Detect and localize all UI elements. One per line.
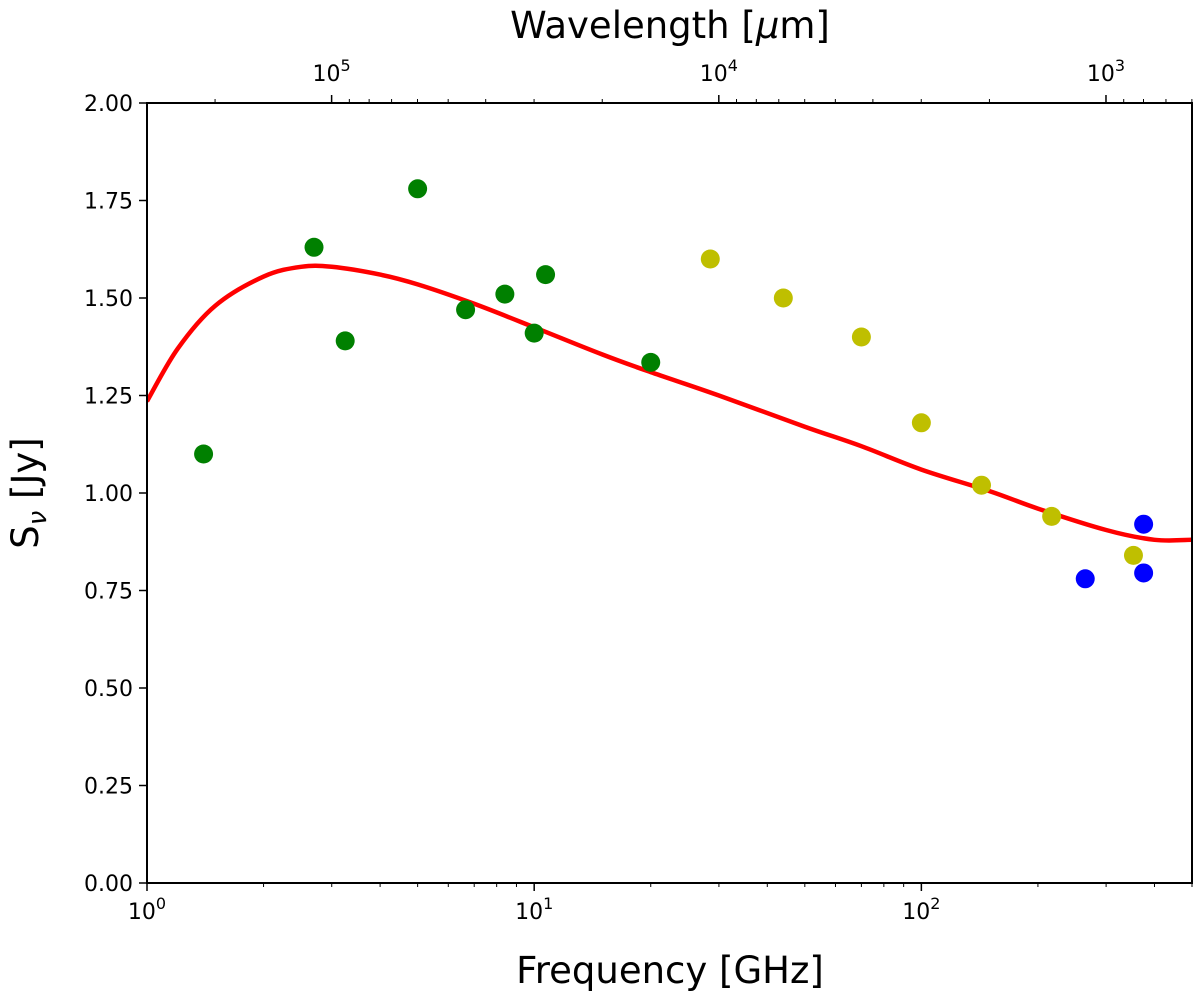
fit-curve	[147, 263, 1192, 543]
x-axis-title: Frequency [GHz]	[516, 949, 824, 992]
y-tick-label: 1.25	[84, 385, 133, 410]
data-point	[911, 413, 931, 433]
plot-content	[147, 179, 1192, 589]
series-1	[700, 249, 1143, 565]
y-tick-label: 1.50	[84, 287, 133, 312]
data-point	[641, 352, 661, 372]
data-point	[700, 249, 720, 269]
y-axis-ticks: 0.00 0.25 0.50 0.75 1.00 1.25 1.50 1.75 2.00	[84, 92, 147, 897]
data-point	[1134, 514, 1154, 534]
y-axis-title: Sν [Jy]	[4, 437, 53, 548]
y-tick-label: 0.25	[84, 775, 133, 800]
y-tick-label: 0.00	[84, 872, 133, 897]
data-point	[536, 265, 556, 285]
series-2	[1075, 514, 1154, 589]
plot-area	[147, 179, 1192, 589]
bottom-axis-ticks: 100 101 102	[128, 883, 1193, 925]
data-point	[773, 288, 793, 308]
data-point	[194, 444, 214, 464]
y-tick-label: 1.00	[84, 482, 133, 507]
data-point	[1123, 545, 1143, 565]
y-tick-label: 0.50	[84, 677, 133, 702]
data-point	[1042, 506, 1062, 526]
x-tick-label: 100	[128, 894, 166, 925]
top-axis-ticks: 105 104 103	[214, 56, 1193, 103]
data-point	[851, 327, 871, 347]
data-point	[408, 179, 428, 199]
top-tick-label: 103	[1087, 56, 1125, 87]
data-point	[495, 284, 515, 304]
top-tick-label: 105	[313, 56, 351, 87]
data-point	[335, 331, 355, 351]
data-point	[1134, 563, 1154, 583]
series-0	[194, 179, 661, 464]
x-tick-label: 102	[902, 894, 940, 925]
x-tick-label: 101	[515, 894, 553, 925]
data-point	[524, 323, 544, 343]
top-tick-label: 104	[700, 56, 738, 87]
y-tick-label: 2.00	[84, 92, 133, 117]
data-point	[304, 237, 324, 257]
top-axis-title: Wavelength [μm]	[510, 4, 830, 47]
y-tick-label: 1.75	[84, 190, 133, 215]
data-point	[1075, 569, 1095, 589]
data-point	[456, 300, 476, 320]
data-point	[972, 475, 992, 495]
y-tick-label: 0.75	[84, 580, 133, 605]
plot-frame	[146, 102, 1193, 884]
